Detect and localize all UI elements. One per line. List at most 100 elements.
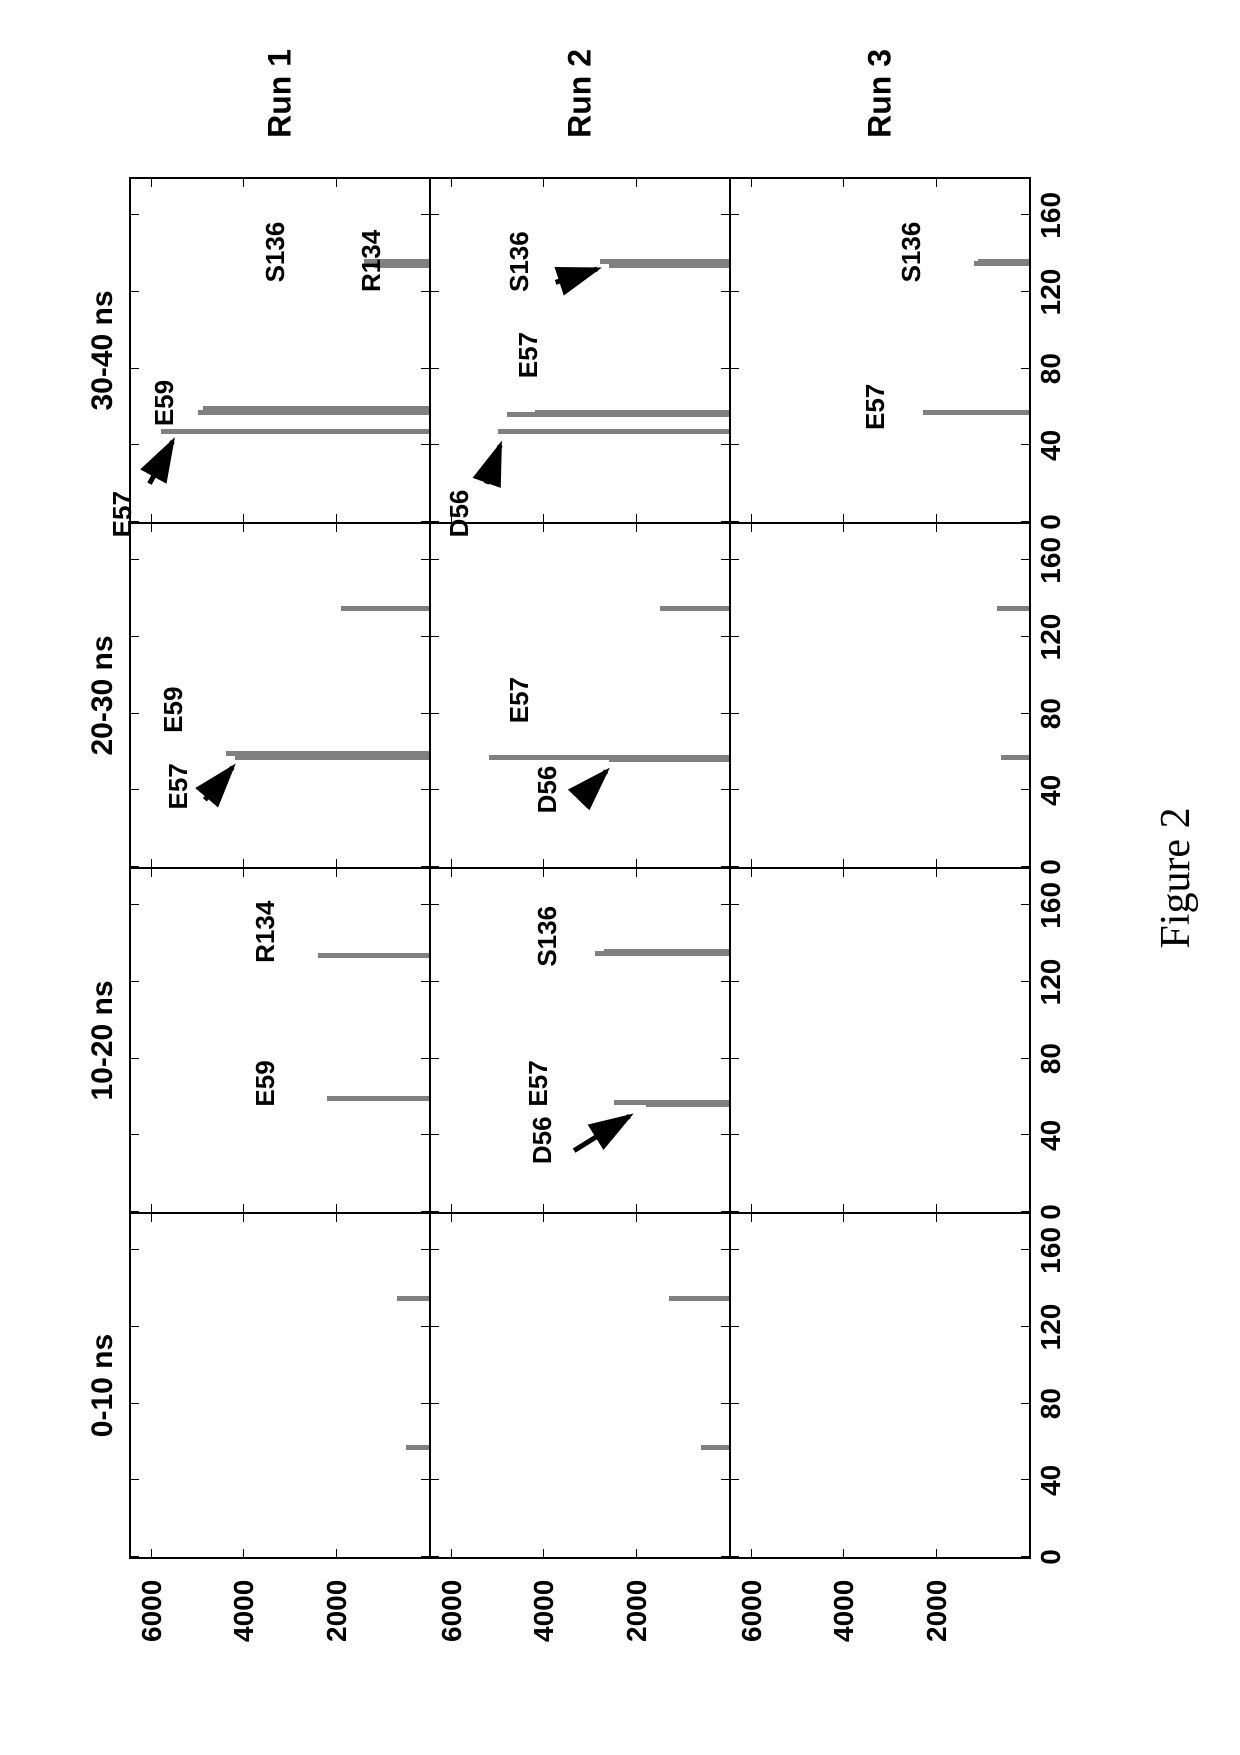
ytick xyxy=(336,1204,337,1212)
xtick xyxy=(421,636,429,637)
xtick-top xyxy=(431,521,439,522)
residue-label: D56 xyxy=(532,765,563,813)
panel-r1-c2: D56E57 xyxy=(429,522,731,869)
ytick-label: 2000 xyxy=(621,1579,653,1641)
xtick-top xyxy=(731,521,739,522)
bar xyxy=(978,258,1029,263)
ytick xyxy=(543,859,544,867)
ytick-right xyxy=(543,524,544,532)
ytick xyxy=(336,1549,337,1557)
ytick xyxy=(543,1204,544,1212)
xtick-top xyxy=(431,904,439,905)
ytick xyxy=(751,1204,752,1212)
xtick-top xyxy=(731,981,739,982)
xtick-top xyxy=(731,789,739,790)
xtick-label: 40 xyxy=(1035,429,1067,460)
xtick-top xyxy=(131,367,139,368)
xtick xyxy=(421,1326,429,1327)
ytick-right xyxy=(636,1214,637,1222)
xtick-label: 40 xyxy=(1035,774,1067,805)
xtick-top xyxy=(731,866,739,867)
ytick xyxy=(936,859,937,867)
xtick-top xyxy=(731,904,739,905)
arrow xyxy=(431,177,731,522)
ytick-right xyxy=(843,524,844,532)
xtick xyxy=(1021,444,1029,445)
xtick-top xyxy=(431,367,439,368)
xtick xyxy=(721,904,729,905)
ytick xyxy=(843,1549,844,1557)
xtick-top xyxy=(731,1326,739,1327)
xtick xyxy=(1021,1134,1029,1135)
panel-r0-c1: 10-20 nsE59R134 xyxy=(129,867,431,1214)
xtick xyxy=(421,904,429,905)
ytick xyxy=(243,514,244,522)
bar xyxy=(923,410,1029,415)
xtick-top xyxy=(731,1211,739,1212)
ytick-right xyxy=(336,524,337,532)
xtick xyxy=(1021,904,1029,905)
bar xyxy=(1001,755,1029,760)
bar xyxy=(600,258,729,263)
xtick xyxy=(721,1211,729,1212)
xtick xyxy=(1021,981,1029,982)
ytick-right xyxy=(543,179,544,187)
xtick xyxy=(1021,214,1029,215)
panel-r0-c2: 20-30 nsE57E59 xyxy=(129,522,431,869)
residue-label: E57 xyxy=(860,383,891,429)
ytick-label: 6000 xyxy=(436,1579,468,1641)
xtick xyxy=(721,1057,729,1058)
xtick xyxy=(721,1402,729,1403)
bar xyxy=(327,1096,429,1101)
xtick-label: 80 xyxy=(1035,698,1067,729)
row-label-0: Run 1 xyxy=(262,49,299,138)
col-header-2: 20-30 ns xyxy=(86,635,120,755)
xtick xyxy=(1021,1211,1029,1212)
xtick xyxy=(421,214,429,215)
ytick-right xyxy=(336,1214,337,1222)
xtick xyxy=(1021,521,1029,522)
bar xyxy=(318,952,429,957)
ytick-right xyxy=(543,1214,544,1222)
xtick-top xyxy=(131,866,139,867)
ytick xyxy=(451,859,452,867)
xtick-top xyxy=(131,559,139,560)
bar xyxy=(604,948,729,953)
xtick-label: 0 xyxy=(1035,514,1067,530)
panel-r2-c0: 04080120160200040006000 xyxy=(729,1212,1031,1559)
ytick-right xyxy=(151,1214,152,1222)
bar xyxy=(489,755,729,760)
chart-grid: 0-10 ns20004000600010-20 nsE59R13420-30 … xyxy=(130,178,1030,1558)
xtick xyxy=(721,789,729,790)
xtick-top xyxy=(431,636,439,637)
xtick xyxy=(1021,291,1029,292)
xtick-label: 160 xyxy=(1035,1226,1067,1273)
xtick-label: 120 xyxy=(1035,1303,1067,1350)
ytick xyxy=(936,1204,937,1212)
ytick xyxy=(151,1549,152,1557)
residue-label: R134 xyxy=(356,229,387,291)
xtick-label: 80 xyxy=(1035,353,1067,384)
row-label-2: Run 3 xyxy=(862,49,899,138)
bar xyxy=(498,429,729,434)
xtick xyxy=(721,1326,729,1327)
ytick-right xyxy=(751,1214,752,1222)
xtick xyxy=(1021,712,1029,713)
xtick xyxy=(721,1479,729,1480)
ytick-right xyxy=(636,179,637,187)
xtick-top xyxy=(131,1249,139,1250)
xtick-top xyxy=(431,789,439,790)
xtick xyxy=(421,1057,429,1058)
ytick xyxy=(751,514,752,522)
panel-r0-c3: 30-40 nsRun 1E57E59S136R134 xyxy=(129,177,431,524)
ytick-right xyxy=(243,1214,244,1222)
xtick xyxy=(1021,1402,1029,1403)
xtick-top xyxy=(131,1402,139,1403)
xtick xyxy=(721,367,729,368)
ytick xyxy=(751,1549,752,1557)
row-label-1: Run 2 xyxy=(562,49,599,138)
col-header-3: 30-40 ns xyxy=(86,290,120,410)
ytick-label: 4000 xyxy=(228,1579,260,1641)
ytick-right xyxy=(843,869,844,877)
xtick xyxy=(721,214,729,215)
